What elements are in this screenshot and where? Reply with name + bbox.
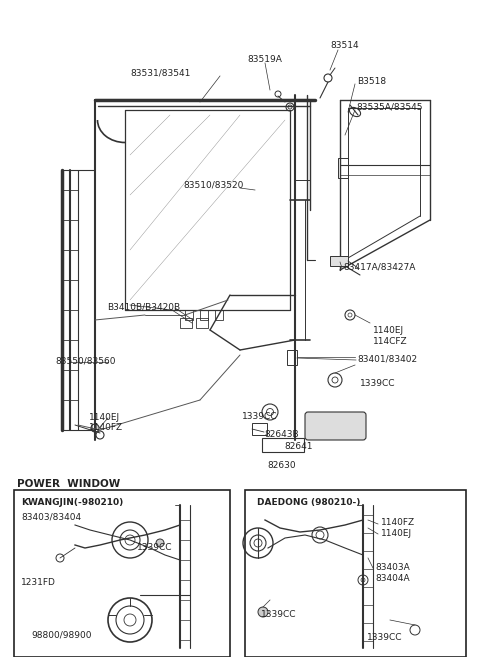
Text: 114CFZ: 114CFZ xyxy=(373,337,408,346)
Text: 83401/83402: 83401/83402 xyxy=(357,354,417,363)
Text: 83510/83520: 83510/83520 xyxy=(183,181,243,190)
Text: 1140FZ: 1140FZ xyxy=(89,423,123,432)
Text: 1140FZ: 1140FZ xyxy=(381,518,415,527)
Text: 83403/83404: 83403/83404 xyxy=(21,512,81,521)
Text: 82630: 82630 xyxy=(267,461,296,470)
Text: B3410B/B3420B: B3410B/B3420B xyxy=(107,302,180,311)
Circle shape xyxy=(156,539,164,547)
Text: 1339CC: 1339CC xyxy=(367,633,403,642)
Text: 83403A: 83403A xyxy=(375,563,410,572)
Text: DAEDONG (980210-): DAEDONG (980210-) xyxy=(257,498,360,507)
FancyBboxPatch shape xyxy=(305,412,366,440)
Text: 98800/98900: 98800/98900 xyxy=(31,631,92,640)
Bar xyxy=(338,158,348,178)
Bar xyxy=(200,310,208,320)
Text: POWER  WINDOW: POWER WINDOW xyxy=(17,479,120,489)
Text: B3518: B3518 xyxy=(357,77,386,86)
Bar xyxy=(330,256,348,266)
Text: 82641: 82641 xyxy=(284,442,312,451)
Bar xyxy=(185,310,193,320)
Text: 1231FD: 1231FD xyxy=(21,578,56,587)
Bar xyxy=(252,423,267,435)
Text: KWANGJIN(-980210): KWANGJIN(-980210) xyxy=(21,498,123,507)
Text: 1339CC: 1339CC xyxy=(242,412,277,421)
Bar xyxy=(262,438,304,452)
Text: 1140EJ: 1140EJ xyxy=(381,529,412,538)
Text: 83417A/83427A: 83417A/83427A xyxy=(343,262,415,271)
Text: 82643B: 82643B xyxy=(264,430,299,439)
Circle shape xyxy=(258,607,268,617)
Text: 83404A: 83404A xyxy=(375,574,409,583)
Text: 1339CC: 1339CC xyxy=(261,610,297,619)
Bar xyxy=(215,310,223,320)
Text: 83514: 83514 xyxy=(330,41,359,50)
Text: 1140EJ: 1140EJ xyxy=(373,326,404,335)
Bar xyxy=(287,350,297,365)
Text: 1339CC: 1339CC xyxy=(360,379,396,388)
Text: 83519A: 83519A xyxy=(247,55,282,64)
Bar xyxy=(196,318,208,328)
Text: 1140EJ: 1140EJ xyxy=(89,413,120,422)
Text: 1339CC: 1339CC xyxy=(137,543,172,552)
Bar xyxy=(180,318,192,328)
Bar xyxy=(14,490,230,657)
Text: 83531/83541: 83531/83541 xyxy=(130,68,191,77)
Text: 83550/83560: 83550/83560 xyxy=(55,356,116,365)
Text: 83535A/83545: 83535A/83545 xyxy=(356,103,422,112)
Bar xyxy=(245,490,466,657)
